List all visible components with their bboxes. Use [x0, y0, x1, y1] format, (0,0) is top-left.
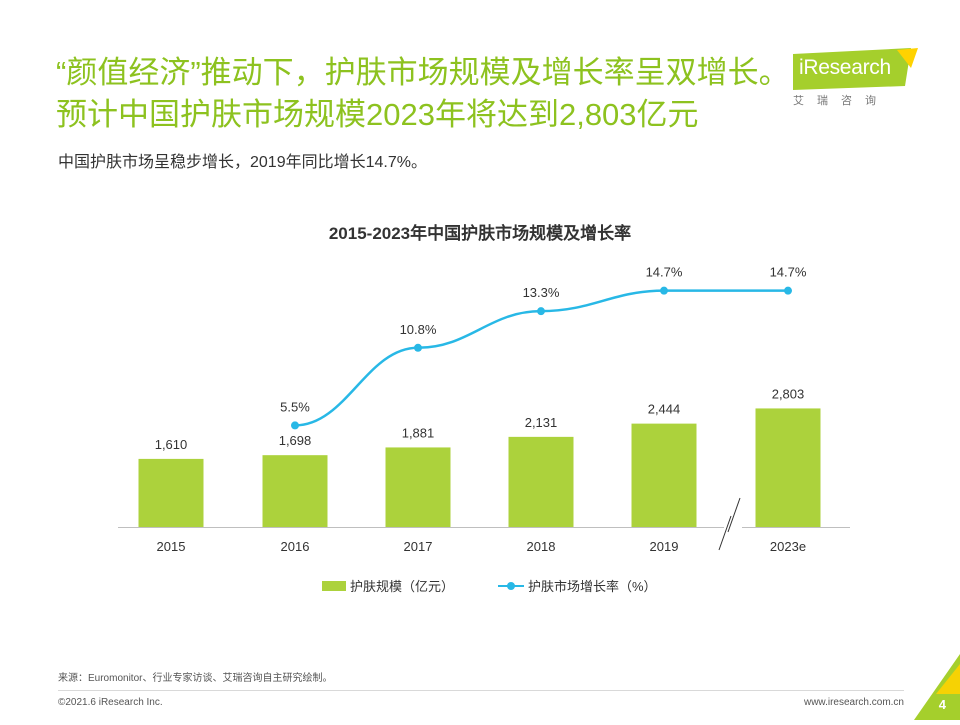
line-label-2017: 10.8% [400, 322, 437, 337]
legend-bar-label: 护肤规模（亿元） [350, 579, 455, 594]
bar-2023e [755, 408, 821, 527]
website-link[interactable]: www.iresearch.com.cn [803, 697, 904, 708]
line-point-2023e [784, 286, 792, 295]
x-tick-2019: 2019 [650, 539, 679, 554]
bar-label-2018: 2,131 [525, 415, 558, 430]
iresearch-logo: iResearch 艾瑞咨询 [793, 48, 918, 110]
line-label-2018: 13.3% [523, 285, 560, 300]
chart-legend: 护肤规模（亿元） 护肤市场增长率（%） [0, 576, 960, 596]
source-note: 来源：Euromonitor、行业专家访谈、艾瑞咨询自主研究绘制。 [58, 673, 333, 684]
corner-shape [914, 654, 960, 720]
page-title: “颜值经济”推动下，护肤市场规模及增长率呈双增长。预计中国护肤市场规模2023年… [56, 55, 790, 132]
page-corner: 4 [914, 654, 960, 720]
logo-wordmark: iResearch [799, 56, 891, 79]
x-tick-2018: 2018 [527, 539, 556, 554]
x-tick-2016: 2016 [281, 539, 310, 554]
line-label-2019: 14.7% [646, 265, 683, 280]
bar-2019 [631, 423, 697, 527]
combo-chart: 1,610 1,698 1,881 2,131 2,444 2,803 2015 2016 20… [118, 265, 850, 554]
bar-2015 [138, 458, 204, 527]
logo-subtitle: 艾瑞咨询 [793, 95, 889, 107]
axis-break-gap [724, 500, 742, 550]
page-subtitle: 中国护肤市场呈稳步增长，2019年同比增长14.7%。 [58, 154, 427, 171]
bar-label-2023e: 2,803 [772, 386, 805, 401]
legend-line-label: 护肤市场增长率（%） [528, 579, 657, 594]
axis-break-mark-2 [718, 515, 732, 551]
line-point-2018 [537, 307, 545, 316]
line-point-2019 [660, 286, 668, 295]
x-tick-2015: 2015 [157, 539, 186, 554]
logo-badge [793, 48, 918, 90]
line-label-2016: 5.5% [280, 399, 310, 414]
line-label-2023e: 14.7% [770, 265, 807, 280]
line-point-2017 [414, 343, 422, 352]
bar-label-2017: 1,881 [402, 425, 435, 440]
legend-item-line: 护肤市场增长率（%） [498, 576, 657, 595]
growth-rate-line [294, 289, 788, 427]
bar-2017 [385, 447, 451, 527]
bar-2016 [262, 455, 328, 527]
line-point-2016 [291, 421, 299, 430]
x-tick-2023e: 2023e [770, 539, 806, 554]
axis-break-mark-1 [727, 497, 741, 533]
bar-label-2019: 2,444 [648, 402, 681, 417]
page-number: 4 [938, 697, 946, 712]
chart-title: 2015-2023年中国护肤市场规模及增长率 [328, 224, 632, 243]
footer-divider [58, 690, 904, 691]
bar-label-2015: 1,610 [155, 437, 188, 452]
x-tick-2017: 2017 [404, 539, 433, 554]
copyright: ©2021.6 iResearch Inc. [58, 697, 163, 708]
bar-label-2016: 1,698 [279, 433, 312, 448]
legend-bar-swatch [322, 580, 346, 591]
legend-item-bar: 护肤规模（亿元） [322, 576, 454, 595]
bar-2018 [508, 436, 574, 527]
legend-line-swatch [498, 581, 524, 591]
